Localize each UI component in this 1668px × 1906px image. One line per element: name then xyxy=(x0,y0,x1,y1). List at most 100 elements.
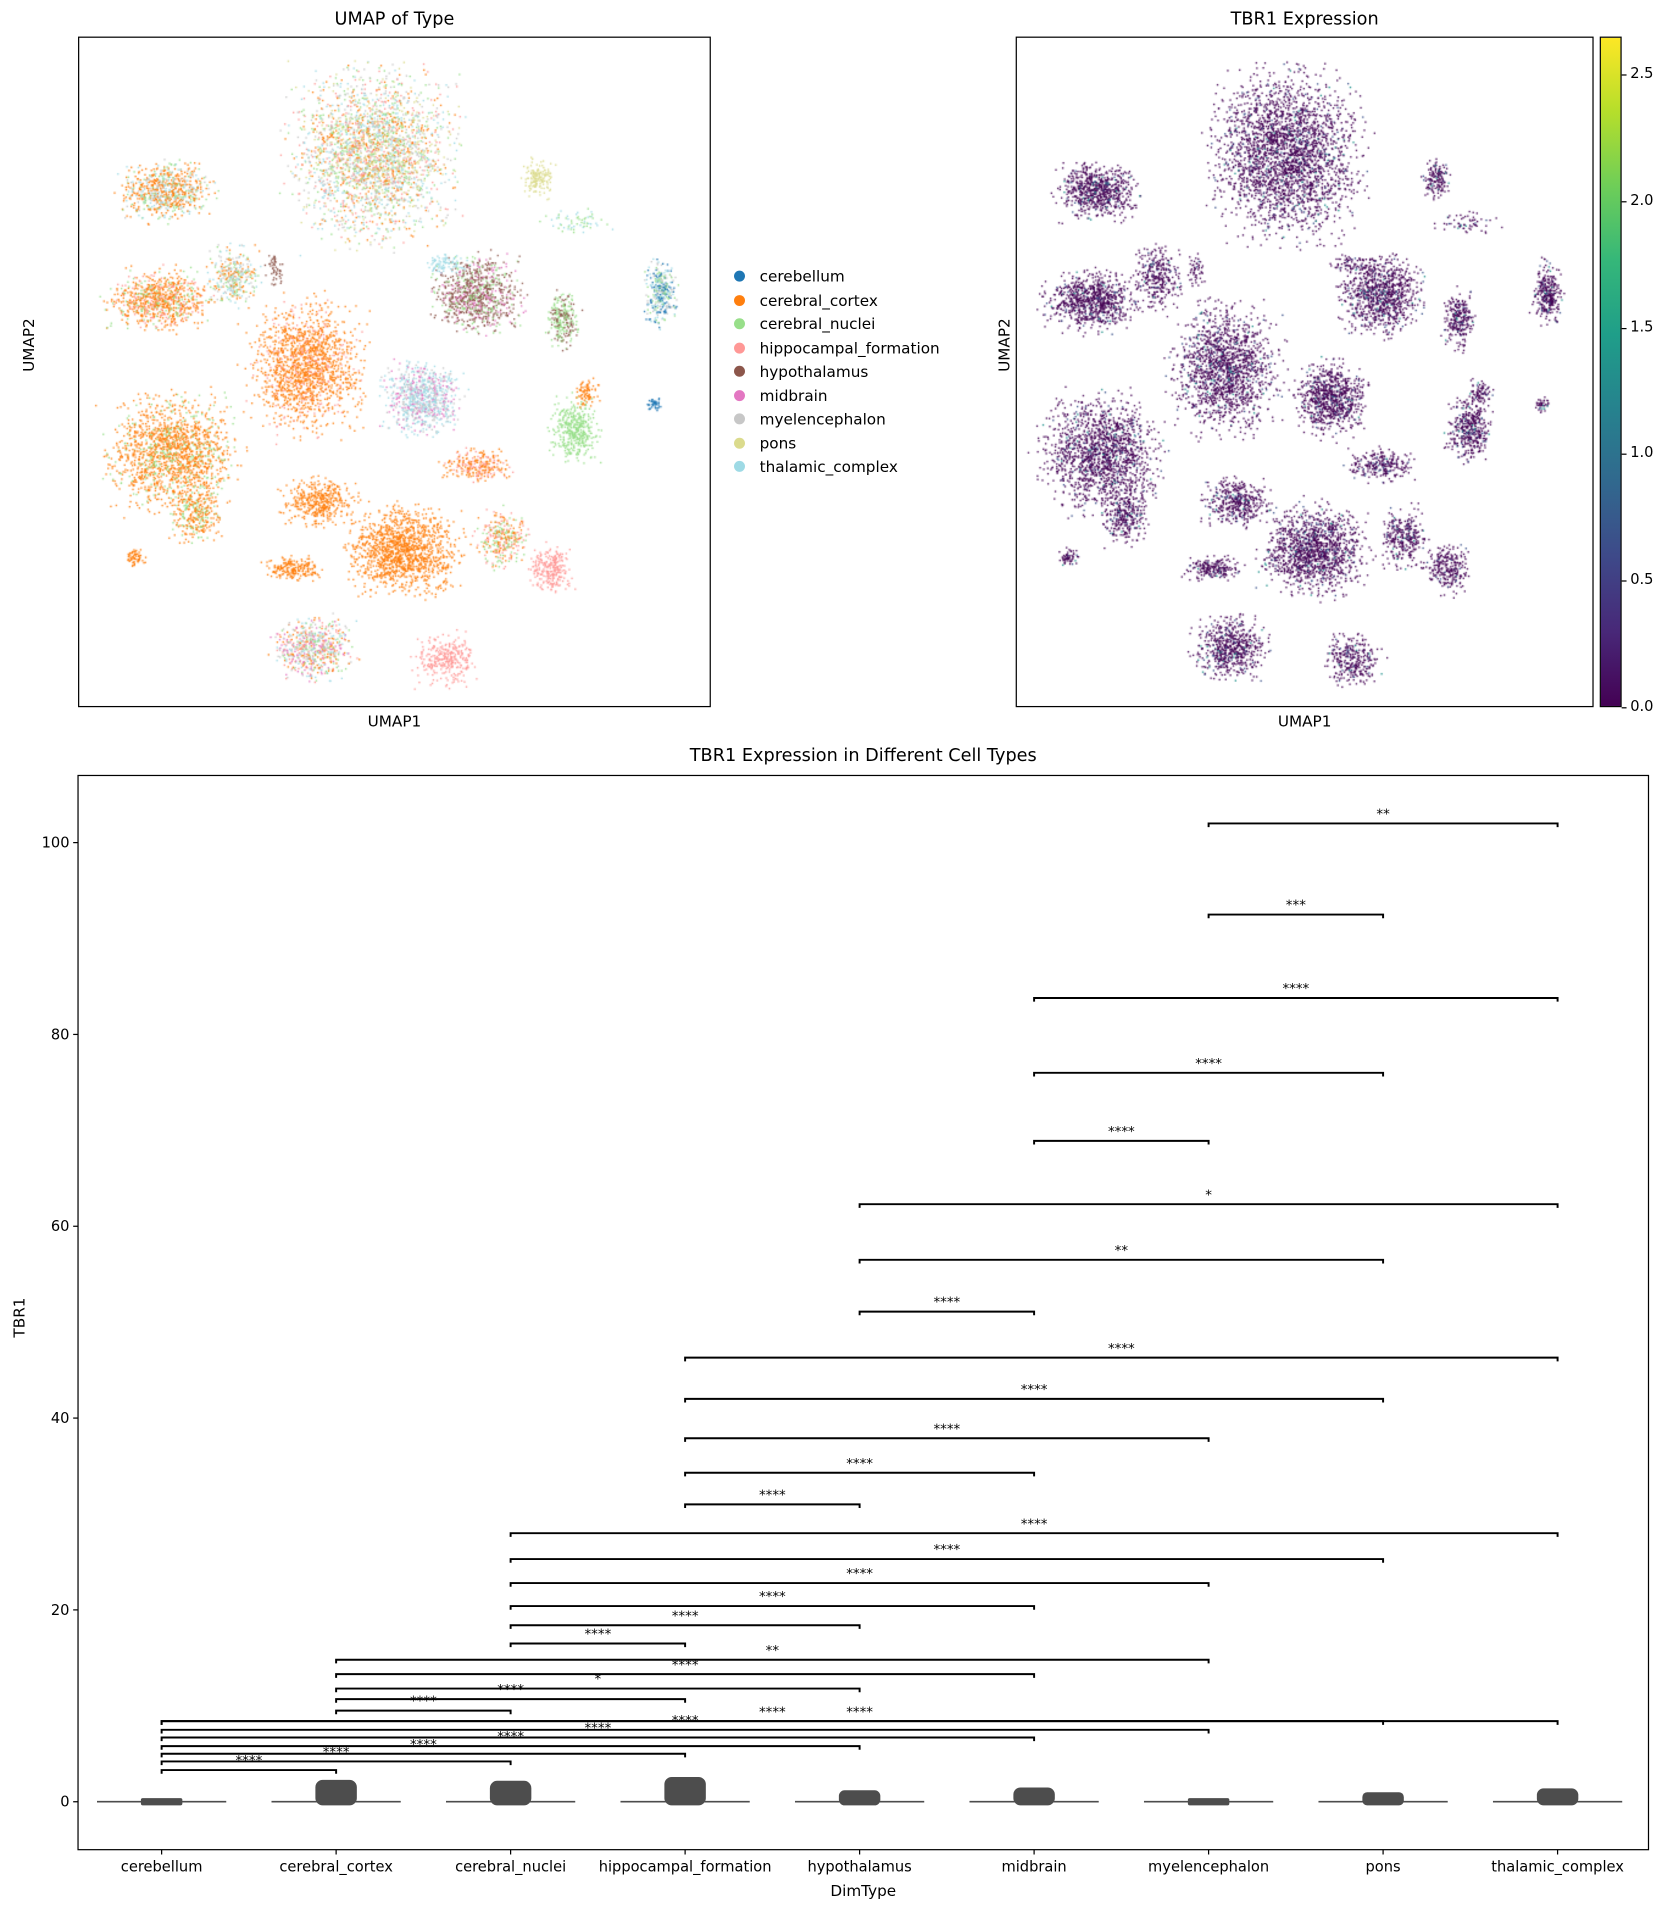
significance-bracket xyxy=(1207,913,1385,919)
significance-label: **** xyxy=(759,1590,786,1605)
x-tick-label: thalamic_complex xyxy=(1491,1859,1624,1876)
umap-type-scatter xyxy=(79,37,713,709)
significance-label: * xyxy=(595,1673,602,1688)
legend-item: cerebral_nuclei xyxy=(734,312,940,336)
colorbar-tick-label: 2.5 xyxy=(1630,64,1654,82)
x-tick-label: cerebral_cortex xyxy=(279,1859,393,1876)
legend-label: cerebellum xyxy=(759,267,845,286)
significance-bracket xyxy=(509,1532,1559,1537)
significance-label: **** xyxy=(846,1567,873,1582)
significance-bracket xyxy=(160,1745,861,1750)
y-tick-label: 0 xyxy=(60,1794,69,1811)
significance-label: **** xyxy=(933,1296,960,1311)
umap-expr-xlabel: UMAP1 xyxy=(1277,712,1332,731)
colorbar-tick xyxy=(1621,327,1627,329)
significance-bracket xyxy=(684,1503,861,1509)
significance-bracket xyxy=(160,1720,1559,1725)
legend-label: thalamic_complex xyxy=(759,457,898,476)
significance-label: ** xyxy=(1376,808,1390,823)
legend-item: hypothalamus xyxy=(734,360,940,384)
colorbar-tick-label: 0.5 xyxy=(1630,570,1654,588)
x-tick-label: midbrain xyxy=(1002,1859,1067,1876)
significance-bracket xyxy=(160,1736,1036,1742)
legend-item: hippocampal_formation xyxy=(734,336,940,360)
y-tick-label: 60 xyxy=(51,1218,70,1235)
x-tick-label: hippocampal_formation xyxy=(599,1859,772,1876)
significance-bracket xyxy=(160,1728,1210,1734)
colorbar-tick xyxy=(1621,74,1627,76)
x-tick-label: cerebral_nuclei xyxy=(455,1859,566,1876)
legend-label: cerebral_nuclei xyxy=(759,314,876,334)
significance-bracket xyxy=(684,1471,1036,1477)
umap-expr-scatter xyxy=(1016,37,1595,709)
colorbar xyxy=(1599,36,1622,708)
significance-bracket xyxy=(1033,1139,1210,1145)
significance-bracket xyxy=(160,1769,338,1774)
legend-marker xyxy=(734,413,745,425)
legend-item: thalamic_complex xyxy=(734,455,940,479)
significance-bracket xyxy=(509,1642,687,1648)
significance-label: **** xyxy=(672,1609,699,1624)
significance-bracket xyxy=(858,1203,1559,1208)
significance-bracket xyxy=(335,1709,512,1715)
colorbar-tick-label: 1.0 xyxy=(1630,444,1654,462)
significance-label: **** xyxy=(933,1422,960,1437)
significance-label: **** xyxy=(410,1695,437,1710)
colorbar-tick-label: 1.5 xyxy=(1630,317,1654,335)
significance-label: **** xyxy=(584,1628,611,1643)
significance-bracket xyxy=(1033,997,1559,1002)
umap-expr-axes xyxy=(1015,36,1595,709)
legend-item: cerebral_cortex xyxy=(734,288,940,312)
significance-bracket xyxy=(684,1356,1559,1362)
legend-marker xyxy=(734,318,745,330)
violin xyxy=(664,1776,706,1806)
significance-bracket xyxy=(684,1437,1210,1442)
significance-label: **** xyxy=(1195,1057,1222,1072)
significance-bracket xyxy=(684,1397,1385,1403)
legend-label: cerebral_cortex xyxy=(759,291,878,310)
umap-expr-title: TBR1 Expression xyxy=(1230,9,1379,30)
significance-bracket xyxy=(858,1258,1385,1264)
significance-bracket xyxy=(858,1310,1036,1316)
chart-xlabel: DimType xyxy=(830,1881,897,1900)
colorbar-tick xyxy=(1621,580,1627,582)
significance-bracket xyxy=(335,1658,1210,1664)
y-tick-label: 20 xyxy=(51,1602,70,1619)
significance-bracket xyxy=(335,1687,861,1693)
significance-label: **** xyxy=(846,1457,873,1472)
chart-ylabel: TBR1 xyxy=(9,1297,29,1338)
significance-label: **** xyxy=(1282,982,1309,997)
violin xyxy=(1362,1792,1404,1806)
significance-label: **** xyxy=(497,1683,524,1698)
violin xyxy=(1187,1798,1230,1806)
significance-label: **** xyxy=(933,1543,960,1558)
colorbar-tick xyxy=(1621,707,1627,709)
legend-label: midbrain xyxy=(759,386,828,405)
legend-label: hippocampal_formation xyxy=(759,338,940,357)
legend-marker xyxy=(734,342,745,354)
significance-label: **** xyxy=(1021,1517,1048,1532)
significance-label: *** xyxy=(1286,899,1306,914)
significance-label: **** xyxy=(1108,1125,1135,1140)
significance-label: **** xyxy=(1021,1383,1048,1398)
legend-label: pons xyxy=(759,433,797,453)
umap-type-axes xyxy=(78,36,713,709)
y-tick-label: 40 xyxy=(51,1410,70,1427)
significance-label: * xyxy=(1205,1188,1212,1203)
violin xyxy=(315,1779,357,1806)
plot-frame xyxy=(77,774,1650,1851)
colorbar-tick xyxy=(1621,201,1627,203)
significance-bracket xyxy=(160,1760,512,1766)
significance-bracket xyxy=(160,1752,687,1758)
x-tick-label: myelencephalon xyxy=(1148,1859,1269,1876)
legend-marker xyxy=(734,437,745,449)
legend-label: hypothalamus xyxy=(759,362,869,381)
significance-bracket xyxy=(509,1624,861,1629)
significance-label: **** xyxy=(759,1705,786,1720)
violin xyxy=(489,1780,532,1806)
legend-item: myelencephalon xyxy=(734,407,940,431)
significance-bracket xyxy=(335,1698,687,1703)
legend-marker xyxy=(734,366,745,378)
